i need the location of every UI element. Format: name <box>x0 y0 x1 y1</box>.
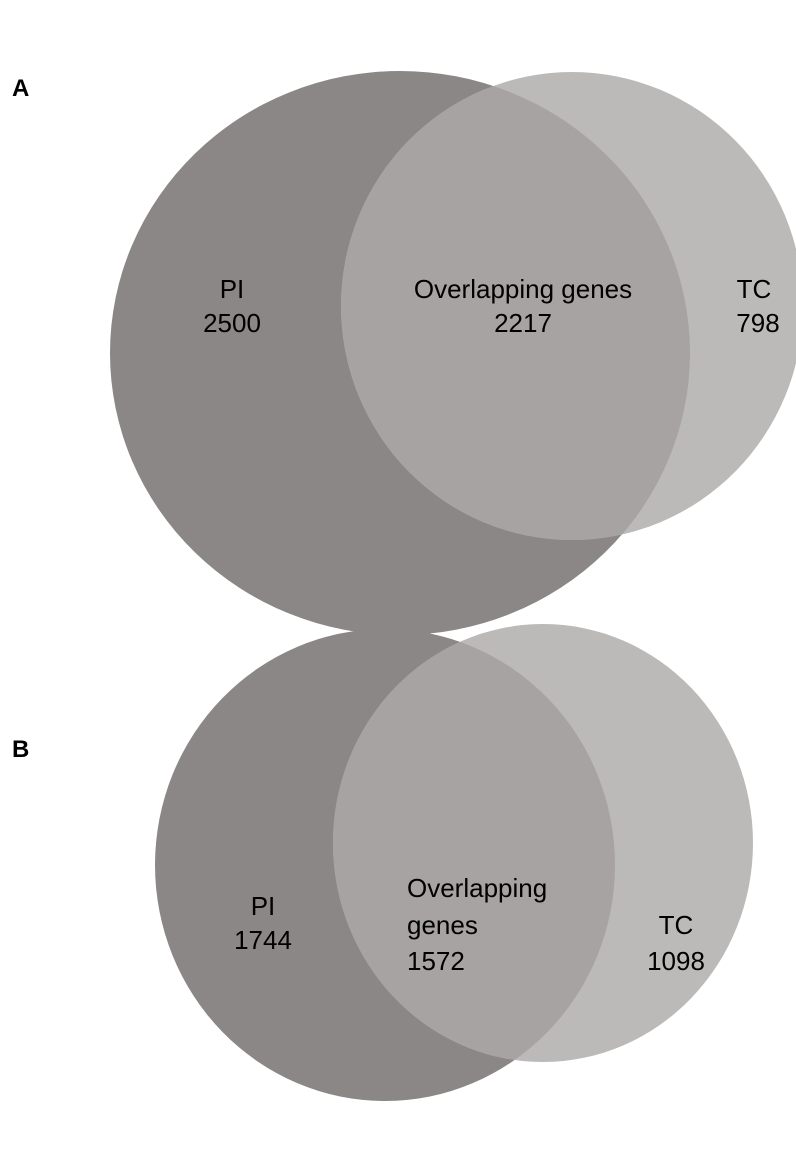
overlap-count-a: 2217 <box>494 308 552 338</box>
overlap-label-line1-b: Overlapping <box>407 873 547 903</box>
venn-diagram-a: A PI 2500 Overlapping genes 2217 TC 798 <box>12 71 796 635</box>
pi-label-b: PI <box>251 891 276 921</box>
overlap-label-line2-b: genes <box>407 910 478 940</box>
panel-label-a: A <box>12 75 29 102</box>
overlap-count-b: 1572 <box>407 946 465 976</box>
overlap-region-b <box>333 629 615 1062</box>
tc-count-b: 1098 <box>647 946 705 976</box>
pi-label-a: PI <box>220 274 245 304</box>
tc-label-b: TC <box>659 910 694 940</box>
pi-count-b: 1744 <box>234 925 292 955</box>
overlap-label-a: Overlapping genes <box>414 274 632 304</box>
venn-diagram-b: B PI 1744 Overlapping genes 1572 TC 1098 <box>12 624 753 1101</box>
panel-label-b: B <box>12 736 29 763</box>
tc-count-a: 798 <box>736 308 779 338</box>
tc-label-a: TC <box>737 274 772 304</box>
pi-count-a: 2500 <box>203 308 261 338</box>
